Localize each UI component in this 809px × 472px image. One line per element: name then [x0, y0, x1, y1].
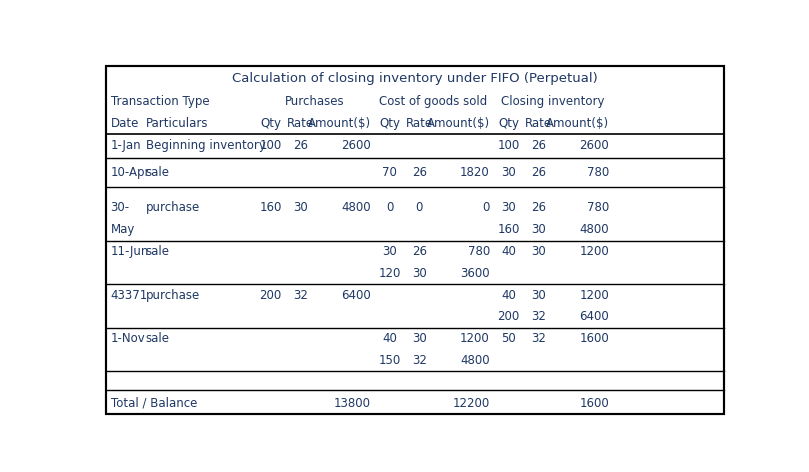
Text: Rate: Rate: [525, 117, 552, 130]
Text: 4800: 4800: [341, 202, 371, 214]
Text: 10-Apr: 10-Apr: [111, 166, 150, 179]
Text: 1200: 1200: [579, 288, 609, 302]
Text: 30: 30: [531, 245, 546, 258]
Text: 6400: 6400: [341, 288, 371, 302]
Text: Amount($): Amount($): [426, 117, 490, 130]
Text: Amount($): Amount($): [546, 117, 609, 130]
Text: 1200: 1200: [579, 245, 609, 258]
Text: 70: 70: [382, 166, 397, 179]
Text: Particulars: Particulars: [146, 117, 208, 130]
Text: 0: 0: [482, 202, 490, 214]
Text: 200: 200: [259, 288, 282, 302]
Text: 3600: 3600: [460, 267, 490, 280]
Text: 43371: 43371: [111, 288, 148, 302]
Text: 100: 100: [259, 139, 282, 152]
Text: Cost of goods sold: Cost of goods sold: [379, 95, 488, 108]
Text: 0: 0: [416, 202, 423, 214]
Text: sale: sale: [146, 332, 170, 345]
Text: Closing inventory: Closing inventory: [501, 95, 604, 108]
Text: 1-Nov: 1-Nov: [111, 332, 146, 345]
Text: 780: 780: [587, 166, 609, 179]
Text: Amount($): Amount($): [307, 117, 371, 130]
Text: 150: 150: [379, 354, 400, 367]
Text: Calculation of closing inventory under FIFO (Perpetual): Calculation of closing inventory under F…: [231, 72, 598, 84]
Text: 13800: 13800: [334, 396, 371, 410]
Text: 4800: 4800: [579, 223, 609, 236]
Text: 40: 40: [502, 288, 516, 302]
Text: 1820: 1820: [460, 166, 490, 179]
Text: 26: 26: [412, 245, 427, 258]
Text: 780: 780: [468, 245, 490, 258]
Text: 6400: 6400: [579, 311, 609, 323]
Text: 30: 30: [382, 245, 397, 258]
Text: sale: sale: [146, 245, 170, 258]
Text: 26: 26: [293, 139, 307, 152]
Text: 40: 40: [382, 332, 397, 345]
Text: 30: 30: [412, 332, 426, 345]
Text: 2600: 2600: [341, 139, 371, 152]
Text: 32: 32: [293, 288, 307, 302]
Text: 100: 100: [498, 139, 520, 152]
Text: 11-Jun: 11-Jun: [111, 245, 149, 258]
Text: Rate: Rate: [406, 117, 433, 130]
Text: 0: 0: [386, 202, 393, 214]
Text: 30: 30: [412, 267, 426, 280]
Text: Transaction Type: Transaction Type: [111, 95, 210, 108]
Text: Qty: Qty: [498, 117, 519, 130]
Text: 12200: 12200: [452, 396, 490, 410]
Text: 1-Jan: 1-Jan: [111, 139, 141, 152]
Text: 30: 30: [502, 166, 516, 179]
Text: 1200: 1200: [460, 332, 490, 345]
Text: Beginning inventory: Beginning inventory: [146, 139, 265, 152]
Text: May: May: [111, 223, 135, 236]
Text: 30-: 30-: [111, 202, 129, 214]
Text: 26: 26: [531, 139, 546, 152]
Text: 30: 30: [293, 202, 307, 214]
Text: 32: 32: [531, 332, 546, 345]
Text: Rate: Rate: [286, 117, 314, 130]
Text: 30: 30: [531, 288, 546, 302]
Text: purchase: purchase: [146, 288, 200, 302]
Text: sale: sale: [146, 166, 170, 179]
Text: Purchases: Purchases: [285, 95, 344, 108]
Text: 30: 30: [531, 223, 546, 236]
Text: 26: 26: [531, 166, 546, 179]
Text: 780: 780: [587, 202, 609, 214]
Text: 1600: 1600: [579, 332, 609, 345]
Text: purchase: purchase: [146, 202, 200, 214]
Text: 50: 50: [502, 332, 516, 345]
Text: 120: 120: [379, 267, 400, 280]
Text: 32: 32: [412, 354, 427, 367]
Text: 32: 32: [531, 311, 546, 323]
Text: 26: 26: [412, 166, 427, 179]
Text: 160: 160: [259, 202, 282, 214]
Text: 1600: 1600: [579, 396, 609, 410]
Text: 160: 160: [498, 223, 520, 236]
Text: 40: 40: [502, 245, 516, 258]
Text: 4800: 4800: [460, 354, 490, 367]
Text: 26: 26: [531, 202, 546, 214]
Text: Qty: Qty: [260, 117, 281, 130]
Text: 2600: 2600: [579, 139, 609, 152]
Text: 200: 200: [498, 311, 520, 323]
Text: Qty: Qty: [379, 117, 400, 130]
Text: 30: 30: [502, 202, 516, 214]
Text: Date: Date: [111, 117, 139, 130]
Text: Total / Balance: Total / Balance: [111, 396, 197, 410]
